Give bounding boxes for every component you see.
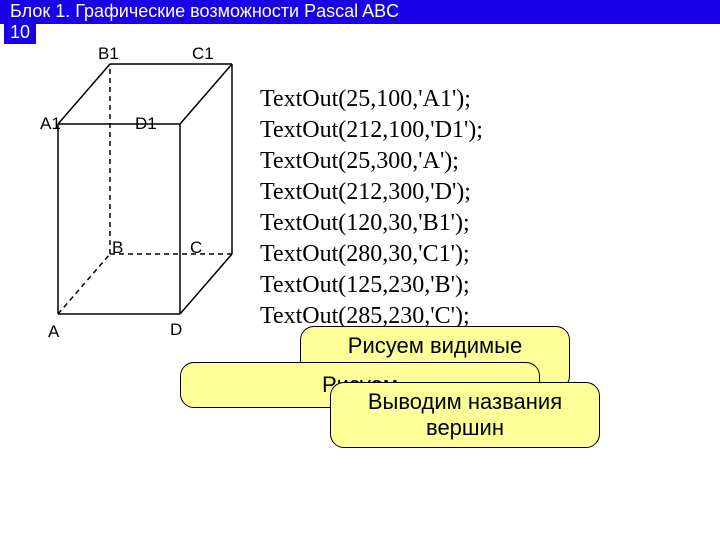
vertex-label-D: D [170, 320, 182, 340]
code-line: TextOut(25,100,'A1'); [260, 84, 483, 115]
code-line: TextOut(212,100,'D1'); [260, 115, 483, 146]
code-line: TextOut(212,300,'D'); [260, 177, 483, 208]
prism-diagram: A1 D1 B1 C1 A D B C [40, 54, 250, 349]
vertex-label-C: C [190, 238, 202, 258]
slide-body: A1 D1 B1 C1 A D B C TextOut(25,100,'A1')… [0, 24, 720, 540]
code-block: TextOut(25,100,'A1'); TextOut(212,100,'D… [260, 84, 483, 332]
vertex-label-A1: A1 [40, 114, 61, 134]
code-line: TextOut(120,30,'B1'); [260, 208, 483, 239]
callout-vertex-names: Выводим названия вершин [330, 382, 600, 448]
vertex-label-B: B [112, 238, 123, 258]
prism-svg [40, 54, 250, 344]
vertex-label-C1: C1 [192, 44, 214, 64]
code-line: TextOut(25,300,'A'); [260, 146, 483, 177]
code-line: TextOut(125,230,'B'); [260, 270, 483, 301]
header-title: Блок 1. Графические возможности Pascal A… [10, 1, 399, 21]
code-line: TextOut(280,30,'C1'); [260, 239, 483, 270]
vertex-label-B1: B1 [98, 44, 119, 64]
slide-header: Блок 1. Графические возможности Pascal A… [0, 0, 720, 24]
vertex-label-D1: D1 [135, 114, 157, 134]
vertex-label-A: A [48, 322, 59, 342]
